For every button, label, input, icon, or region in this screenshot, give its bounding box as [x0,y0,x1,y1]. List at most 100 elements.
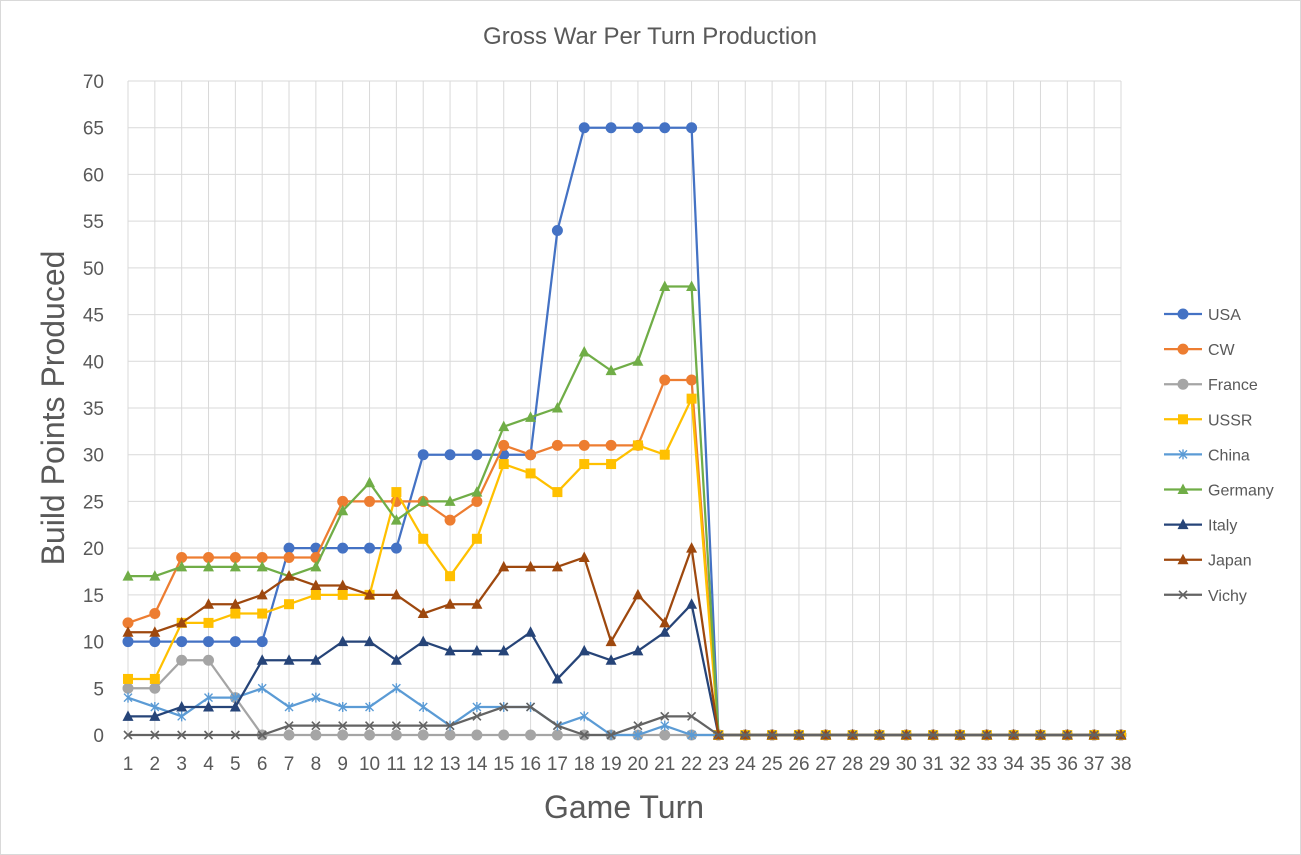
data-point-usa [686,122,698,134]
data-point-italy [525,626,537,637]
data-point-vichy [472,711,482,721]
data-point-china [365,701,375,712]
data-point-germany [310,560,322,572]
x-tick-label: 32 [949,754,970,775]
data-point-france [471,729,483,741]
data-point-china [284,701,294,712]
data-point-italy [229,700,241,712]
y-tick-label: 15 [83,586,104,607]
data-point-italy [417,635,429,647]
data-point-vichy [150,730,160,740]
data-point-japan [149,626,161,637]
data-point-germany [390,514,402,525]
legend-label-cw: CW [1208,342,1236,359]
data-point-china [660,720,670,731]
data-point-vichy [445,721,455,731]
x-tick-label: 17 [547,754,568,775]
legend-item-italy: Italy [1164,518,1237,535]
data-point-germany [176,560,188,572]
data-point-italy [122,710,134,721]
data-point-italy [605,654,617,665]
data-point-france [310,729,322,741]
x-tick-label: 29 [869,754,890,775]
data-point-cw [686,374,698,386]
data-point-vichy [203,730,214,740]
data-point-ussr [579,459,590,470]
series-line-ussr [128,397,1121,737]
data-point-usa [551,224,563,236]
data-point-ussr [337,589,348,600]
legend-label-vichy: Vichy [1208,588,1247,605]
series-germany [122,280,1127,740]
data-point-ussr [471,533,482,544]
data-point-vichy [874,730,885,740]
x-tick-label: 33 [976,754,997,775]
legend-label-italy: Italy [1208,518,1237,535]
data-point-china [123,692,133,703]
data-point-usa [337,542,349,554]
data-point-japan [283,570,295,581]
x-axis-ticks: 1 2 3 4 5 6 7 8 9 10 11 12 13 14 15 16 17 18 19 20 21 22 23 24 2… [123,754,1132,775]
data-point-ussr [525,468,536,479]
data-point-japan [122,626,134,637]
data-point-ussr [391,487,402,498]
data-point-japan [176,616,188,628]
legend-label-japan: Japan [1208,553,1252,570]
data-point-france [659,729,671,741]
legend-item-cw: CW [1164,342,1236,359]
data-point-vichy [230,730,240,740]
data-point-france [176,654,188,666]
data-point-usa [256,636,268,648]
data-point-japan [605,635,617,647]
data-point-italy [578,644,590,656]
data-point-cw [283,551,295,563]
data-point-germany [256,560,268,572]
data-point-usa [605,122,617,134]
y-tick-label: 55 [83,212,104,233]
data-point-japan [203,598,215,609]
x-tick-label: 7 [284,754,295,775]
data-point-france [364,729,376,741]
data-point-germany [149,570,161,581]
data-point-france [390,729,402,741]
data-point-ussr [203,617,214,628]
data-point-ussr [498,459,509,470]
data-point-vichy [848,730,858,740]
x-tick-label: 36 [1057,754,1078,775]
data-point-china [579,711,589,722]
data-point-germany [551,402,563,413]
data-point-japan [417,607,429,619]
data-point-vichy [606,730,616,740]
x-tick-label: 26 [788,754,809,775]
data-point-france [122,682,134,694]
data-point-vichy [579,730,589,740]
data-point-france [525,729,537,741]
data-point-france [203,654,215,666]
data-point-china [204,692,214,703]
legend-label-china: China [1208,447,1250,464]
data-point-usa [364,542,376,554]
data-point-italy [551,672,563,684]
x-tick-label: 3 [176,754,187,775]
data-point-vichy [767,730,777,740]
data-point-ussr [632,440,643,451]
x-tick-label: 25 [762,754,783,775]
data-point-vichy [982,730,992,740]
y-tick-label: 25 [83,492,104,513]
data-point-ussr [149,673,160,684]
x-tick-label: 14 [466,754,488,775]
x-tick-label: 16 [520,754,541,775]
data-point-japan [229,598,241,609]
legend-item-vichy: Vichy [1164,588,1247,605]
y-tick-label: 5 [93,679,104,700]
data-point-japan [390,588,402,600]
x-tick-label: 1 [123,754,134,775]
data-point-china [472,701,482,712]
y-tick-label: 0 [93,726,104,747]
legend-label-ussr: USSR [1208,412,1252,429]
data-point-vichy [418,721,428,731]
data-point-italy [364,635,376,647]
data-point-cw [364,495,376,507]
data-point-vichy [821,730,831,740]
